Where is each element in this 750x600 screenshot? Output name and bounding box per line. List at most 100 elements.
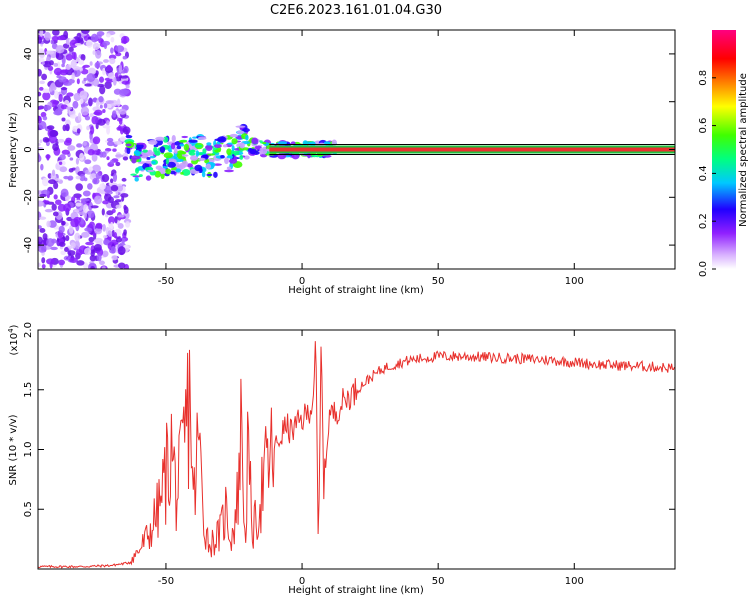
noise-blob xyxy=(109,159,115,165)
noise-blob xyxy=(61,69,69,74)
svg-text:(x104): (x104) xyxy=(7,324,20,355)
noise-blob xyxy=(99,183,106,190)
noise-blob xyxy=(86,73,96,83)
noise-blob xyxy=(81,231,90,238)
signal-blob xyxy=(178,140,188,143)
noise-blob xyxy=(55,52,64,61)
noise-blob xyxy=(90,205,99,209)
noise-blob xyxy=(94,61,101,69)
noise-blob xyxy=(95,122,99,130)
noise-blob xyxy=(114,216,118,224)
bottom-x-tick-label: 50 xyxy=(432,576,445,587)
colorbar-label: Normalized spectral amplitude xyxy=(738,73,749,227)
noise-blob xyxy=(42,116,48,121)
signal-blob xyxy=(130,173,137,176)
top-x-tick-label: -50 xyxy=(158,276,174,287)
colorbar-tick-label: 0.0 xyxy=(698,261,709,277)
noise-blob xyxy=(83,177,88,182)
noise-blob xyxy=(84,247,92,256)
noise-blob xyxy=(58,76,67,83)
signal-blob xyxy=(147,149,153,157)
signal-blob xyxy=(148,139,158,145)
noise-blob xyxy=(80,54,86,61)
noise-blob xyxy=(115,237,122,243)
signal-blob xyxy=(224,169,234,173)
noise-blob xyxy=(86,125,90,131)
noise-blob xyxy=(113,232,118,238)
noise-blob xyxy=(55,178,61,182)
noise-blob xyxy=(122,156,129,161)
noise-blob xyxy=(80,198,90,202)
noise-blob xyxy=(77,112,82,121)
noise-blob xyxy=(89,254,97,262)
noise-blob xyxy=(77,37,84,42)
noise-blob xyxy=(59,154,66,161)
noise-blob xyxy=(76,78,80,85)
noise-blob xyxy=(75,158,80,165)
noise-blob xyxy=(67,145,76,151)
noise-blob xyxy=(76,260,85,266)
signal-blob xyxy=(146,157,151,160)
noise-blob xyxy=(44,31,51,41)
noise-blob xyxy=(97,118,106,126)
noise-blob xyxy=(120,89,130,95)
colorbar-tick-label: 0.2 xyxy=(698,213,709,229)
noise-blob xyxy=(65,106,73,110)
signal-blob xyxy=(217,136,227,143)
noise-blob xyxy=(65,53,73,61)
top-xlabel: Height of straight line (km) xyxy=(288,285,424,296)
signal-blob xyxy=(147,169,155,172)
noise-blob xyxy=(67,175,74,181)
noise-blob xyxy=(48,179,56,185)
bottom-ylabel: SNR (10 * v/v) xyxy=(8,414,19,485)
signal-blob xyxy=(236,130,245,134)
noise-blob xyxy=(80,103,89,107)
noise-blob xyxy=(119,75,129,79)
noise-blob xyxy=(89,113,94,118)
signal-blob xyxy=(239,142,245,149)
signal-blob xyxy=(181,160,189,168)
signal-blob xyxy=(206,142,212,146)
signal-blob xyxy=(231,145,235,152)
noise-blob xyxy=(114,141,123,145)
noise-blob xyxy=(64,246,69,253)
noise-blob xyxy=(68,78,75,84)
noise-blob xyxy=(102,250,109,258)
bottom-y-tick-label: 1.5 xyxy=(23,382,34,398)
noise-blob xyxy=(67,250,76,256)
noise-blob xyxy=(83,77,87,82)
noise-blob xyxy=(50,246,58,251)
noise-blob xyxy=(55,199,62,205)
noise-blob xyxy=(103,185,113,193)
noise-blob xyxy=(109,178,114,184)
noise-blob xyxy=(103,59,109,63)
signal-blob xyxy=(192,136,198,139)
signal-blob xyxy=(277,141,288,145)
noise-blob xyxy=(120,70,126,74)
signal-blob xyxy=(125,135,133,139)
top-y-tick-label: -20 xyxy=(23,189,34,205)
signal-blob xyxy=(186,163,193,168)
noise-blob xyxy=(106,137,114,142)
noise-blob xyxy=(103,43,108,50)
noise-blob xyxy=(102,40,111,46)
noise-blob xyxy=(122,55,128,60)
noise-blob xyxy=(53,62,59,67)
noise-blob xyxy=(63,139,72,146)
noise-blob xyxy=(118,118,123,125)
signal-blob xyxy=(163,152,173,159)
signal-blob xyxy=(169,170,176,175)
signal-blob xyxy=(155,165,163,170)
signal-blob xyxy=(235,125,246,128)
noise-blob xyxy=(73,216,81,224)
signal-blob xyxy=(242,128,250,133)
noise-blob xyxy=(79,67,83,72)
noise-blob xyxy=(102,109,106,114)
noise-blob xyxy=(70,59,77,68)
top-ylabel: Frequency (Hz) xyxy=(8,112,19,188)
top-y-tick-label: 20 xyxy=(23,95,34,108)
signal-blob xyxy=(207,153,216,156)
signal-blob xyxy=(251,137,259,145)
noise-blob xyxy=(40,111,47,118)
noise-blob xyxy=(84,115,91,121)
